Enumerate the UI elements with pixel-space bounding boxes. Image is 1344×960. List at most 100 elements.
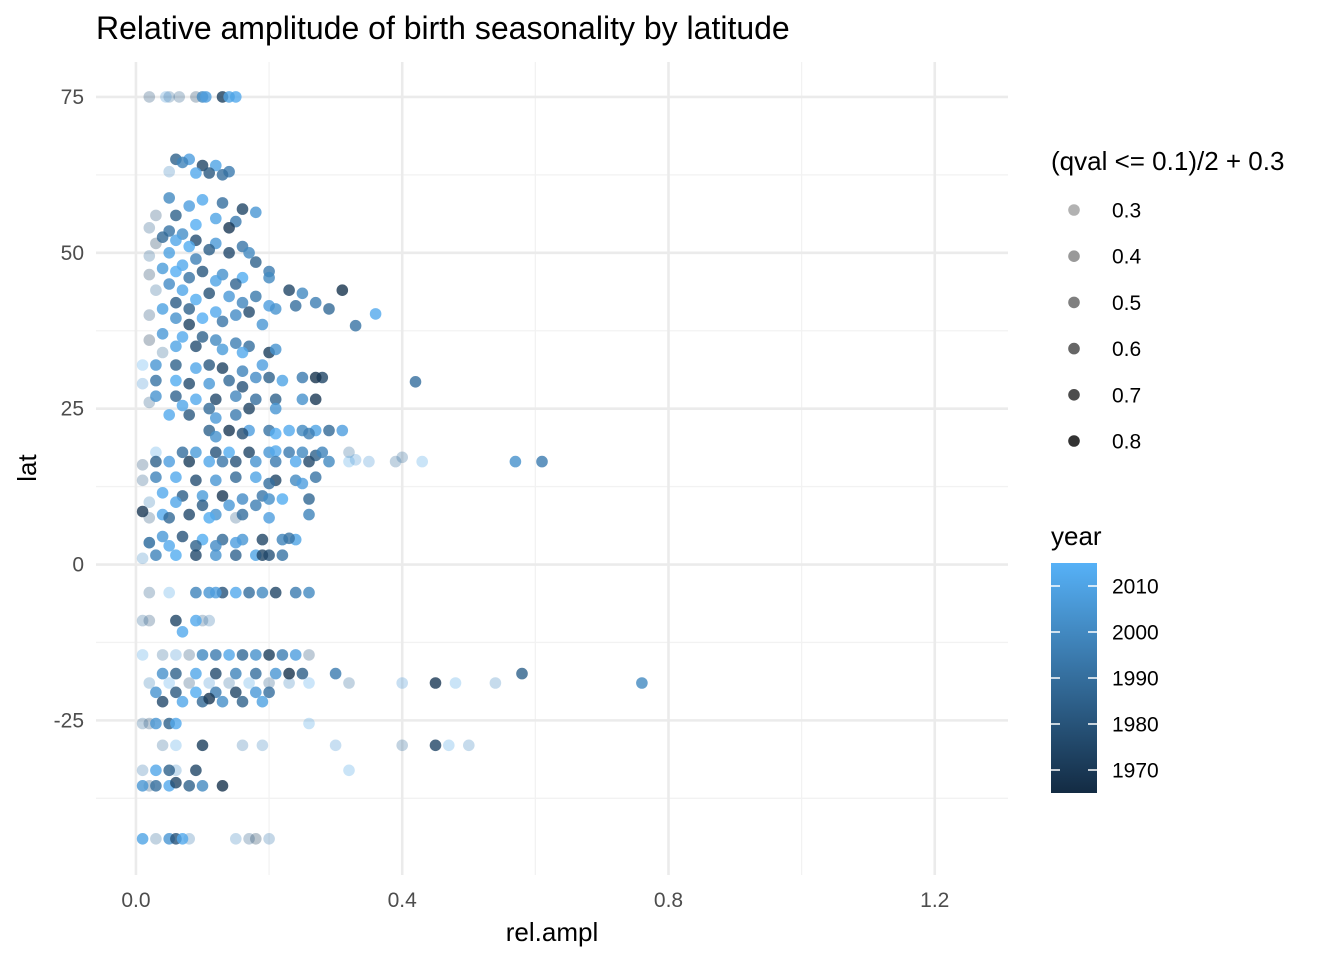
data-point xyxy=(256,533,269,546)
data-point xyxy=(429,677,442,689)
data-point xyxy=(236,381,249,393)
data-point xyxy=(176,626,189,638)
data-point xyxy=(269,402,282,415)
alpha-legend-key xyxy=(1068,250,1080,262)
data-point xyxy=(203,455,215,468)
data-point xyxy=(250,393,262,406)
data-point xyxy=(150,390,162,403)
alpha-legend-label: 0.8 xyxy=(1112,431,1141,454)
data-point xyxy=(176,156,189,169)
data-point xyxy=(263,371,275,384)
data-point xyxy=(136,780,149,792)
data-point xyxy=(449,677,462,689)
data-point xyxy=(250,290,262,303)
data-point xyxy=(216,695,229,708)
data-point xyxy=(283,667,295,680)
data-point xyxy=(150,209,162,222)
data-point xyxy=(176,530,189,543)
data-point xyxy=(183,318,195,331)
data-point xyxy=(230,833,242,845)
alpha-legend-label: 0.3 xyxy=(1112,200,1141,223)
alpha-legend-key xyxy=(1068,389,1080,401)
data-point xyxy=(136,764,149,777)
data-point xyxy=(150,374,162,387)
data-point xyxy=(396,739,409,752)
data-point xyxy=(170,739,182,752)
data-point xyxy=(163,91,175,103)
data-point xyxy=(396,451,409,464)
data-point xyxy=(176,695,189,708)
data-point xyxy=(190,764,202,777)
data-point xyxy=(190,446,202,459)
data-point xyxy=(296,446,309,459)
data-point xyxy=(203,377,215,390)
data-point xyxy=(223,222,235,234)
data-point xyxy=(170,312,182,325)
data-point xyxy=(283,677,295,689)
grid xyxy=(96,62,1008,875)
data-point xyxy=(243,677,255,689)
data-point xyxy=(150,686,162,699)
data-point xyxy=(183,271,195,284)
data-point xyxy=(216,197,229,209)
data-point xyxy=(163,586,175,599)
data-point xyxy=(163,165,175,178)
data-point xyxy=(136,649,149,661)
data-point xyxy=(263,649,275,661)
data-point xyxy=(156,262,169,275)
data-point xyxy=(230,586,242,599)
data-point xyxy=(183,240,195,253)
data-point xyxy=(289,649,302,661)
data-point xyxy=(230,471,242,484)
data-point xyxy=(156,303,169,315)
data-point xyxy=(196,649,209,661)
x-tick-label: 0.8 xyxy=(654,889,683,912)
data-point xyxy=(203,243,215,256)
data-point xyxy=(323,303,335,315)
data-point xyxy=(150,764,162,777)
data-point xyxy=(296,371,309,384)
data-point xyxy=(236,649,249,661)
data-point xyxy=(236,695,249,708)
data-point xyxy=(230,667,242,680)
alpha-legend-label: 0.6 xyxy=(1112,338,1141,361)
data-point xyxy=(136,359,149,371)
data-point xyxy=(150,471,162,484)
data-point xyxy=(203,167,215,179)
data-point xyxy=(216,343,229,356)
data-point xyxy=(136,377,149,390)
data-point xyxy=(143,677,156,689)
data-point xyxy=(269,343,282,356)
data-point xyxy=(136,459,149,471)
data-point xyxy=(216,169,229,181)
data-point xyxy=(230,309,242,321)
data-point xyxy=(203,614,215,627)
data-point xyxy=(170,296,182,309)
data-point xyxy=(210,649,222,661)
data-point xyxy=(343,677,355,689)
data-point xyxy=(516,667,528,680)
data-point xyxy=(136,474,149,487)
data-point xyxy=(636,677,648,689)
data-point xyxy=(210,474,222,487)
data-point xyxy=(143,614,156,627)
data-point xyxy=(183,649,195,661)
data-point xyxy=(256,586,269,599)
alpha-legend-key xyxy=(1068,435,1080,447)
data-point xyxy=(269,667,282,680)
data-point xyxy=(196,499,209,512)
data-point xyxy=(163,247,175,259)
data-point xyxy=(150,780,162,792)
data-point xyxy=(263,686,275,699)
color-legend-label: 2000 xyxy=(1112,622,1159,645)
data-point xyxy=(136,552,149,565)
y-tick-label: 50 xyxy=(61,242,84,265)
data-point xyxy=(309,371,322,384)
data-point xyxy=(250,667,262,680)
data-point xyxy=(196,331,209,343)
data-point xyxy=(136,505,149,518)
data-point xyxy=(183,303,195,315)
y-axis-ticks: -25 0 25 50 75 xyxy=(54,86,84,732)
data-point xyxy=(223,424,235,437)
data-point xyxy=(303,717,315,730)
